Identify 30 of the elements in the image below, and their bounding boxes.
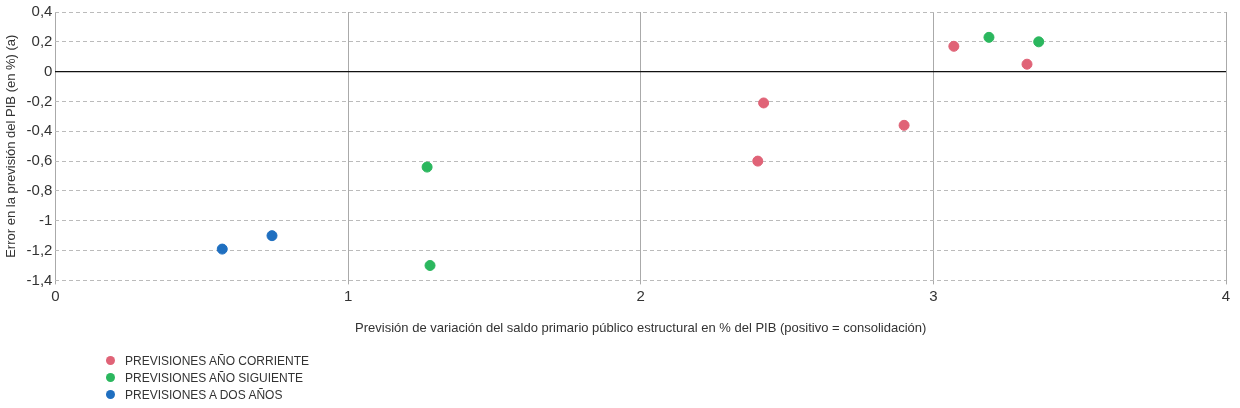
y-tick-label: -1,4 <box>26 270 53 288</box>
y-tick-label: 0 <box>44 61 53 79</box>
point <box>1021 58 1033 70</box>
legend-label: PREVISIONES AÑO CORRIENTE <box>125 353 310 368</box>
point <box>216 243 228 255</box>
x-tick-label: 2 <box>636 286 645 304</box>
legend-label: PREVISIONES AÑO SIGUIENTE <box>125 370 304 385</box>
point <box>424 259 436 271</box>
y-tick-label: 0,2 <box>31 31 53 49</box>
y-tick-label: -1,2 <box>26 240 53 258</box>
point <box>752 155 764 167</box>
point <box>758 97 770 109</box>
y-tick-label: 0,4 <box>31 2 53 20</box>
point <box>266 230 278 242</box>
x-tick-label: 4 <box>1221 286 1231 304</box>
point <box>948 40 960 52</box>
y-tick-label: -1 <box>39 210 53 228</box>
x-tick-label: 3 <box>929 286 938 304</box>
x-axis-title: Previsión de variación del saldo primario público estructural en % del PIB (positivo = consolidación) <box>355 319 927 335</box>
x-tick-label: 1 <box>343 286 353 304</box>
y-tick-label: -0,4 <box>26 121 53 139</box>
legend-label: PREVISIONES A DOS AÑOS <box>125 387 283 402</box>
point <box>983 31 995 43</box>
point <box>421 161 433 173</box>
y-tick-label: -0,2 <box>26 91 53 109</box>
y-tick-label: -0,8 <box>26 181 53 199</box>
y-axis-title: Error en la previsión del PIB (en %) (a) <box>3 34 19 258</box>
y-tick-label: -0,6 <box>26 151 53 169</box>
point <box>898 119 910 131</box>
point <box>1033 36 1045 48</box>
